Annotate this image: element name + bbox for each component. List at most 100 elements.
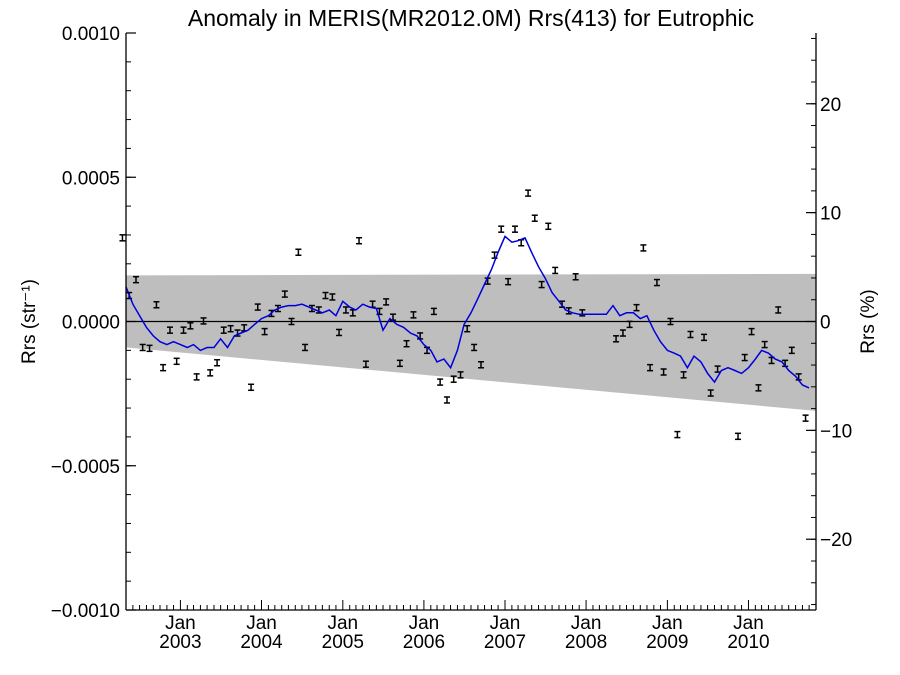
data-point xyxy=(430,307,437,316)
data-point xyxy=(220,326,227,334)
data-point xyxy=(748,327,755,336)
data-point xyxy=(302,343,309,352)
data-point xyxy=(674,430,681,439)
data-point xyxy=(511,225,518,233)
data-point xyxy=(180,326,187,334)
data-point xyxy=(254,303,261,311)
y-tick-label-right: 0 xyxy=(820,313,831,334)
data-point xyxy=(139,343,146,352)
x-tick-label-year: 2010 xyxy=(727,632,769,653)
data-point xyxy=(538,280,545,289)
x-tick-label-year: 2005 xyxy=(322,632,364,653)
data-point xyxy=(214,359,221,367)
data-point xyxy=(281,290,288,298)
data-point xyxy=(633,303,640,312)
data-point xyxy=(457,371,464,379)
y-axis-label-right: Rrs (%) xyxy=(858,289,879,353)
x-tick-label-year: 2003 xyxy=(159,632,201,653)
smoothed-line xyxy=(125,235,810,389)
data-point xyxy=(755,384,762,392)
data-point xyxy=(362,360,369,368)
x-tick-label-month: Jan xyxy=(571,613,602,634)
data-point xyxy=(437,378,444,386)
x-tick-label-year: 2009 xyxy=(646,632,688,653)
data-point xyxy=(775,306,782,314)
data-point xyxy=(687,330,694,339)
data-point xyxy=(342,306,349,314)
uncertainty-band xyxy=(126,273,816,411)
x-tick-label-month: Jan xyxy=(409,613,440,634)
data-point xyxy=(802,414,809,422)
data-point xyxy=(788,346,795,355)
data-point xyxy=(626,320,633,329)
data-point xyxy=(396,359,403,368)
data-point xyxy=(336,328,343,337)
data-point xyxy=(735,432,742,441)
data-point xyxy=(701,333,708,342)
data-point xyxy=(450,375,457,383)
data-point xyxy=(227,324,234,333)
x-tick-label-month: Jan xyxy=(652,613,683,634)
data-point xyxy=(667,317,674,326)
data-point xyxy=(531,214,538,222)
data-point xyxy=(477,361,484,369)
data-point xyxy=(741,353,748,362)
data-point xyxy=(680,371,687,379)
data-point xyxy=(619,329,626,337)
data-point xyxy=(498,225,505,233)
data-point xyxy=(613,335,620,343)
y-axis-label-left: Rrs (str⁻¹) xyxy=(19,279,40,364)
data-point xyxy=(356,236,363,245)
x-tick-label-month: Jan xyxy=(165,613,196,634)
data-point xyxy=(653,278,660,287)
data-point xyxy=(153,301,160,309)
data-point xyxy=(200,317,207,325)
data-point xyxy=(207,369,214,377)
data-point xyxy=(288,317,295,326)
data-point xyxy=(383,298,390,306)
data-point xyxy=(505,277,512,286)
data-point xyxy=(410,311,417,319)
y-tick-label-left: 0.0000 xyxy=(62,313,120,334)
data-point xyxy=(146,344,153,353)
x-tick-label-month: Jan xyxy=(246,613,277,634)
chart-title: Anomaly in MERIS(MR2012.0M) Rrs(413) for… xyxy=(188,5,754,31)
data-point xyxy=(322,291,329,300)
data-point xyxy=(444,396,451,404)
data-point xyxy=(119,234,126,242)
y-tick-label-left: −0.0005 xyxy=(51,457,120,478)
data-point xyxy=(525,189,532,197)
data-point xyxy=(166,326,173,334)
data-point xyxy=(295,248,302,257)
data-point xyxy=(173,357,180,366)
x-tick-label-year: 2008 xyxy=(565,632,607,653)
y-tick-label-right: −20 xyxy=(820,530,852,551)
data-point xyxy=(193,373,200,381)
data-point xyxy=(640,244,647,252)
data-point xyxy=(707,389,714,397)
y-tick-label-left: −0.0010 xyxy=(51,601,120,622)
data-point xyxy=(545,222,552,231)
data-point xyxy=(261,327,268,336)
data-point xyxy=(647,363,654,372)
x-tick-label-year: 2006 xyxy=(403,632,445,653)
data-point xyxy=(132,275,139,284)
y-tick-label-right: −10 xyxy=(820,421,852,442)
data-point xyxy=(160,363,167,372)
data-point xyxy=(552,266,559,275)
y-tick-label-right: 10 xyxy=(820,204,841,225)
data-point xyxy=(464,324,471,333)
y-tick-label-left: 0.0010 xyxy=(62,24,120,45)
x-tick-label-year: 2004 xyxy=(240,632,283,653)
data-point xyxy=(248,383,255,392)
x-tick-label-year: 2007 xyxy=(484,632,526,653)
data-point xyxy=(572,273,579,281)
data-point xyxy=(403,339,410,348)
x-tick-label-month: Jan xyxy=(490,613,521,634)
data-point xyxy=(187,322,194,330)
y-tick-label-left: 0.0005 xyxy=(62,168,120,189)
data-point xyxy=(329,293,336,301)
y-tick-label-right: 20 xyxy=(820,95,841,116)
data-point xyxy=(471,343,478,352)
